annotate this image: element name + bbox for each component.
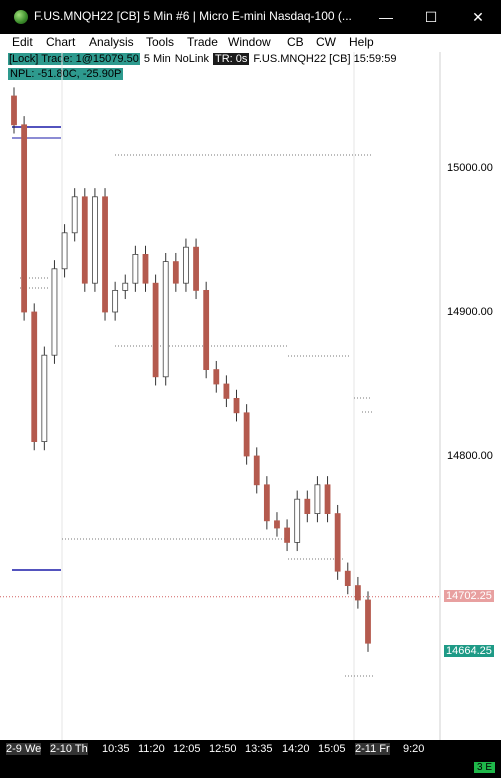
candle-down <box>152 282 159 378</box>
interval-label: 5 Min <box>143 53 171 65</box>
menu-edit[interactable]: Edit <box>12 35 33 49</box>
candle-down <box>21 124 28 313</box>
time-label: 13:35 <box>245 743 273 755</box>
time-label: 12:05 <box>173 743 201 755</box>
candle-down <box>81 196 88 284</box>
candle-up <box>314 484 321 514</box>
candle-down <box>31 311 38 443</box>
chart-info-line: [Lock] Trade: 1@15079.50 5 Min NoLink TR… <box>8 53 396 65</box>
candle-up <box>122 282 129 291</box>
candle-up <box>51 268 58 356</box>
close-button[interactable]: ✕ <box>472 8 484 25</box>
candle-up <box>71 196 78 234</box>
last-price-label: 14702.25 <box>444 590 494 602</box>
time-label: 10:35 <box>102 743 130 755</box>
candle-down <box>304 498 311 515</box>
candle-down <box>11 95 17 126</box>
price-chart[interactable] <box>0 52 501 740</box>
candle-down <box>102 196 108 313</box>
candle-down <box>233 397 240 414</box>
candle-down <box>172 261 179 284</box>
menu-trade[interactable]: Trade <box>187 35 218 49</box>
candle-up <box>112 289 119 313</box>
status-bar: 3 E <box>0 760 501 778</box>
candle-down <box>284 527 290 543</box>
menu-chart[interactable]: Chart <box>46 35 76 49</box>
menu-analysis[interactable]: Analysis <box>89 35 134 49</box>
candle-down <box>334 513 341 572</box>
candle-down <box>263 484 270 522</box>
time-label-day: 2-9 We <box>6 743 42 755</box>
candles-group <box>11 87 371 652</box>
link-label[interactable]: NoLink <box>174 53 209 65</box>
candle-down <box>274 520 280 529</box>
status-badge[interactable]: 3 E <box>473 762 495 773</box>
window-title: F.US.MNQH22 [CB] 5 Min #6 | Micro E-mini… <box>34 9 352 23</box>
price-tick-15000: 15000.00 <box>447 162 493 174</box>
candle-down <box>193 246 199 291</box>
candle-down <box>344 570 351 587</box>
symbol-time-label: F.US.MNQH22 [CB] 15:59:59 <box>253 53 397 65</box>
menu-bar: Edit Chart Analysis Tools Trade Window C… <box>0 34 501 52</box>
candle-up <box>162 261 169 378</box>
chart-area[interactable]: [Lock] Trade: 1@15079.50 5 Min NoLink TR… <box>0 52 501 740</box>
current-price-label: 14664.25 <box>444 645 494 657</box>
candle-down <box>213 369 220 385</box>
candle-up <box>132 253 139 284</box>
menu-tools[interactable]: Tools <box>146 35 175 49</box>
candle-up <box>61 232 68 270</box>
candle-up <box>41 354 48 443</box>
time-axis: 2-9 We 2-10 Th 10:35 11:20 12:05 12:50 1… <box>0 740 501 760</box>
menu-window[interactable]: Window <box>228 35 271 49</box>
minimize-button[interactable]: — <box>379 9 393 25</box>
candle-down <box>223 383 230 399</box>
candle-down <box>243 412 250 457</box>
lock-trade-label[interactable]: [Lock] Trade: 1@15079.50 <box>8 53 140 65</box>
price-tick-14900: 14900.00 <box>447 306 493 318</box>
candle-up <box>183 246 189 284</box>
candle-down <box>253 455 260 486</box>
candle-up <box>294 498 301 543</box>
candle-down <box>203 289 210 370</box>
globe-icon <box>14 10 28 24</box>
time-label: 14:20 <box>282 743 310 755</box>
time-label: 9:20 <box>403 743 425 755</box>
menu-cw[interactable]: CW <box>316 35 336 49</box>
tr-label: TR: 0s <box>212 53 250 65</box>
candle-down <box>142 253 149 284</box>
npl-label: NPL: -51.80C, -25.90P <box>8 68 124 80</box>
time-label-day: 2-11 Fr <box>355 743 390 755</box>
time-label-day: 2-10 Th <box>50 743 88 755</box>
candle-up <box>92 196 98 284</box>
menu-help[interactable]: Help <box>349 35 374 49</box>
candle-down <box>324 484 331 514</box>
time-label: 15:05 <box>318 743 346 755</box>
time-label: 12:50 <box>209 743 237 755</box>
title-bar: F.US.MNQH22 [CB] 5 Min #6 | Micro E-mini… <box>0 0 501 34</box>
candle-down <box>354 585 361 601</box>
candle-down <box>365 599 371 644</box>
menu-cb[interactable]: CB <box>287 35 304 49</box>
price-tick-14800: 14800.00 <box>447 450 493 462</box>
time-label: 11:20 <box>138 743 165 755</box>
maximize-button[interactable]: ☐ <box>424 8 438 25</box>
